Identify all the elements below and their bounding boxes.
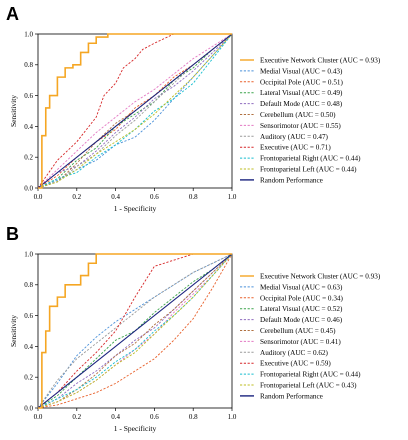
x-tick-label: 0.6 [150,413,159,421]
y-tick-label: 0.4 [24,343,33,351]
y-tick-label: 0.0 [24,184,33,192]
roc-line-executive-network-cluster [38,253,232,409]
legend-entry: Sensorimotor (AUC = 0.55) [260,122,341,130]
roc-line-cerebellum [37,253,233,409]
roc-line-occipital-pole [37,33,233,189]
y-tick-label: 0.0 [24,404,33,412]
legend-entry: Cerebellum (AUC = 0.45) [260,327,336,335]
legend-entry: Executive (AUC = 0.71) [260,144,331,152]
legend-entry: Auditory (AUC = 0.47) [260,133,329,141]
legend-entry: Auditory (AUC = 0.62) [260,349,329,357]
y-tick-label: 0.4 [24,123,33,131]
x-tick-label: 0.8 [189,413,198,421]
roc-line-lateral-visual [37,33,233,189]
legend-entry: Default Mode (AUC = 0.48) [260,100,343,108]
y-axis-title: Sensitivity [9,95,18,127]
legend-entry: Frontoparietal Left (AUC = 0.43) [260,382,357,390]
legend: Executive Network Cluster (AUC = 0.93) Me… [240,273,381,400]
panel-label: A [6,4,19,24]
panel-label: B [6,224,19,244]
x-axis-title: 1 - Specificity [114,204,157,213]
legend-entry: Occipital Pole (AUC = 0.34) [260,294,344,302]
legend-entry: Sensorimotor (AUC = 0.41) [260,338,341,346]
roc-line-occipital-pole [37,253,233,409]
x-tick-label: 0.0 [34,413,43,421]
legend-entry: Frontoparietal Right (AUC = 0.44) [260,371,361,379]
legend-entry: Occipital Pole (AUC = 0.51) [260,78,344,86]
roc-line-default-mode [37,33,233,189]
x-axis-title: 1 - Specificity [114,424,157,433]
y-tick-label: 1.0 [24,250,33,258]
legend-entry: Executive (AUC = 0.59) [260,360,331,368]
roc-line-executive [37,33,232,189]
legend-entry: Random Performance [260,392,323,400]
series-group [37,33,233,189]
roc-line-executive-network-cluster [38,33,232,189]
legend-entry: Lateral Visual (AUC = 0.52) [260,305,343,313]
x-tick-label: 0.8 [189,193,198,201]
y-tick-label: 0.8 [24,281,33,289]
roc-line-frontoparietal-left [37,253,233,409]
x-tick-label: 0.4 [111,413,120,421]
x-tick-label: 0.4 [111,193,120,201]
roc-line-frontoparietal-left [37,33,233,189]
legend-entry: Cerebellum (AUC = 0.50) [260,111,336,119]
legend-entry: Medial Visual (AUC = 0.43) [260,67,343,75]
legend-entry: Executive Network Cluster (AUC = 0.93) [260,273,381,281]
roc-line-random-performance [37,33,233,189]
y-tick-label: 0.8 [24,61,33,69]
legend-entry: Medial Visual (AUC = 0.63) [260,283,343,291]
y-tick-label: 1.0 [24,30,33,38]
series-group [37,253,233,409]
y-tick-label: 0.6 [24,92,33,100]
y-tick-label: 0.2 [24,154,33,162]
roc-line-sensorimotor [37,33,233,189]
x-tick-label: 0.0 [34,193,43,201]
x-tick-label: 1.0 [228,413,237,421]
roc-line-random-performance [37,253,233,409]
roc-line-auditory [37,33,233,189]
x-tick-label: 0.6 [150,193,159,201]
roc-line-auditory [37,253,233,409]
legend-entry: Random Performance [260,176,323,184]
y-axis-title: Sensitivity [9,315,18,347]
legend-entry: Lateral Visual (AUC = 0.49) [260,89,343,97]
legend: Executive Network Cluster (AUC = 0.93) Me… [240,57,381,184]
legend-entry: Frontoparietal Left (AUC = 0.44) [260,166,357,174]
y-tick-label: 0.6 [24,312,33,320]
roc-line-medial-visual [37,253,233,409]
y-tick-label: 0.2 [24,374,33,382]
legend-entry: Default Mode (AUC = 0.46) [260,316,343,324]
legend-entry: Frontoparietal Right (AUC = 0.44) [260,155,361,163]
x-tick-label: 0.2 [72,193,81,201]
x-tick-label: 1.0 [228,193,237,201]
legend-entry: Executive Network Cluster (AUC = 0.93) [260,57,381,65]
panel-b: B 0.00.0 0.2 0.2 0.4 0.4 0.6 0.6 0.8 0.8 1.0 1.0 1 -… [6,224,381,433]
roc-line-default-mode [37,253,233,409]
panel-a: A 0.00.0 0.2 0.2 0.4 0.4 0.6 0.6 0.8 0.8 1.0 1.0 1 -… [6,4,381,213]
x-tick-label: 0.2 [72,413,81,421]
